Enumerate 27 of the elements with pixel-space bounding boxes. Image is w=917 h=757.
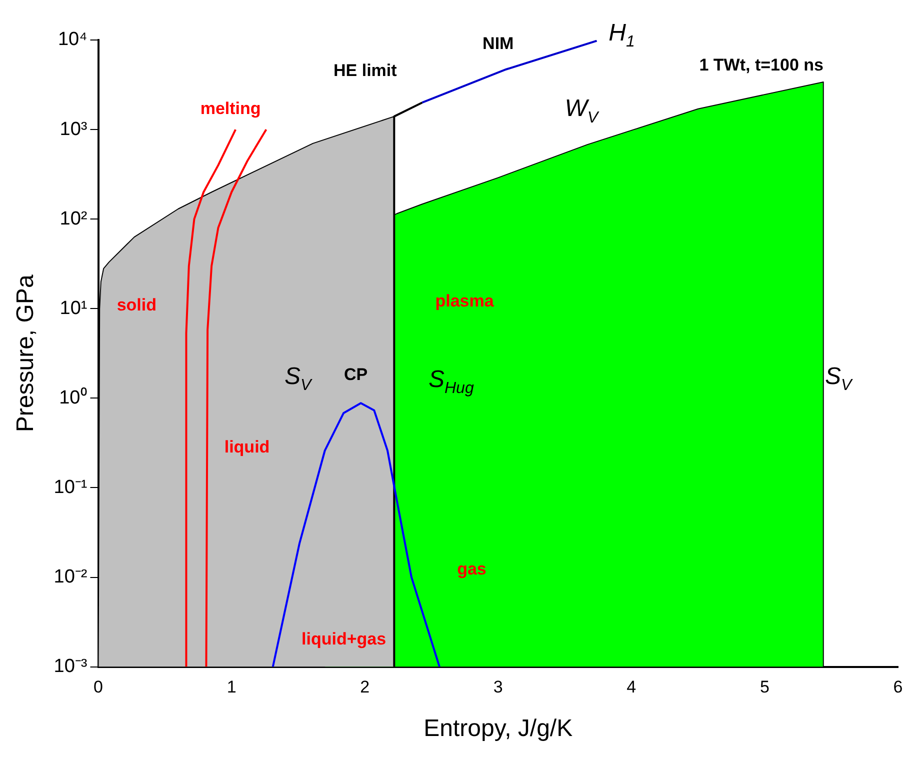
x-tick-label: 5 [760,678,770,697]
annotation: HE limit [334,61,398,80]
y-tick-label: 10¹ [60,298,88,319]
x-tick-label: 6 [893,678,903,697]
y-tick-label: 10³ [60,118,88,140]
y-axis-title: Pressure, GPa [12,274,40,432]
x-tick-label: 3 [493,678,503,697]
annotation: liquid [224,438,270,457]
annotation: 1 TWt, t=100 ns [699,56,824,75]
y-tick-label: 10⁴ [58,29,88,50]
x-tick-label: 0 [94,678,103,697]
y-tick-label: 10² [60,208,88,230]
y-tick-label: 10⁻¹ [54,476,88,498]
annotation: CP [344,364,368,384]
annotation: melting [200,99,261,118]
x-axis-title: Entropy, J/g/K [424,715,573,742]
annotation: solid [116,295,156,314]
y-tick-label: 10⁻³ [54,656,88,678]
annotation: plasma [435,292,494,311]
annotation: NIM [482,34,514,54]
y-tick-label: 10⁻² [54,566,88,588]
x-tick-label: 4 [626,678,636,697]
x-tick-label: 1 [226,678,236,697]
annotation: gas [457,559,486,578]
x-tick-label: 2 [360,678,370,697]
y-tick-label: 10⁰ [59,386,88,408]
annotation: liquid+gas [302,630,386,649]
